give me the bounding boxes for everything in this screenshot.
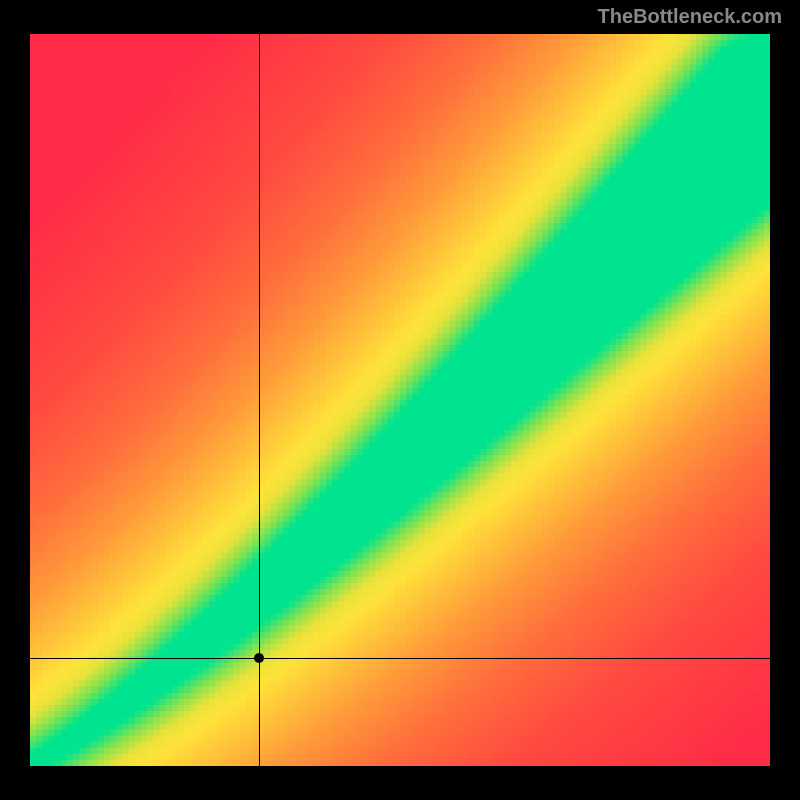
plot-area: [30, 34, 770, 766]
watermark-text: TheBottleneck.com: [598, 6, 782, 29]
heatmap-canvas: [30, 34, 770, 766]
chart-container: TheBottleneck.com: [0, 0, 800, 800]
